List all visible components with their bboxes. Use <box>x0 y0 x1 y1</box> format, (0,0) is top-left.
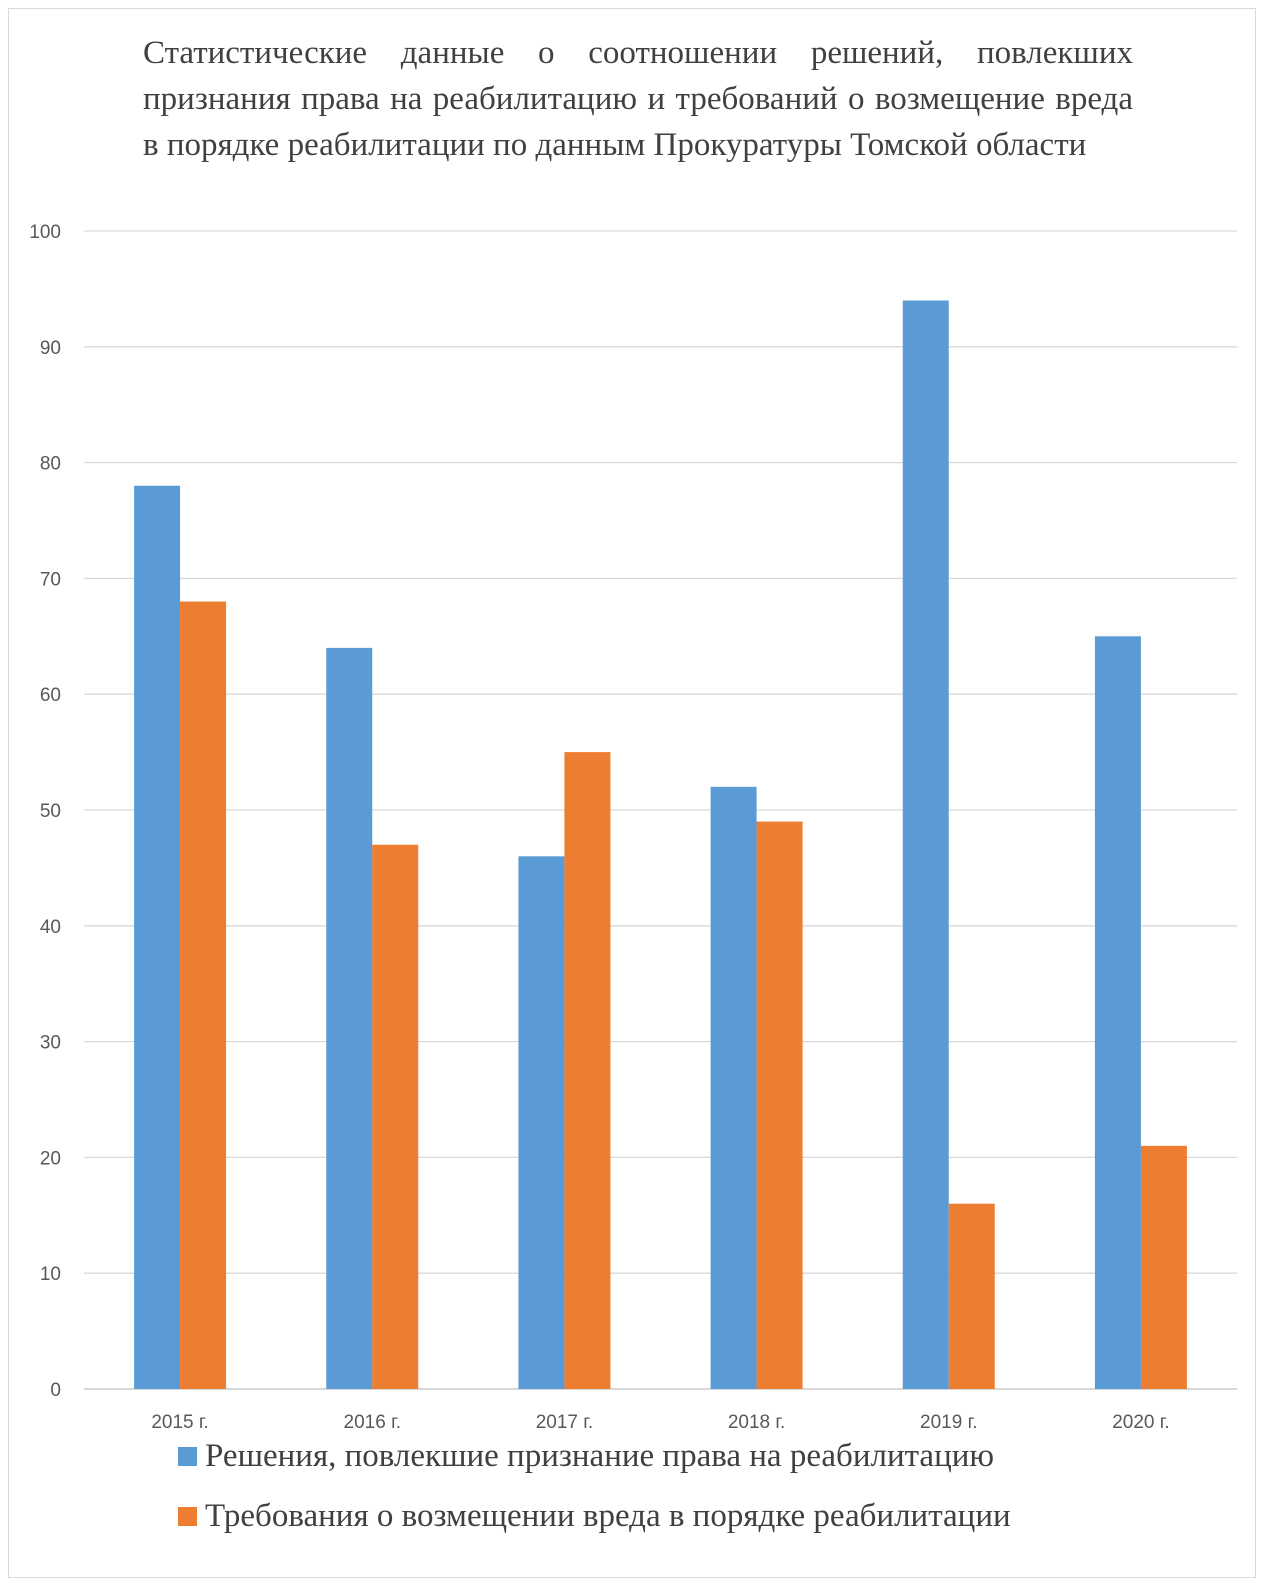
bar-2018г-series-1 <box>710 786 757 1389</box>
x-tick-label: 2016 г. <box>344 1412 401 1433</box>
gridlines <box>84 230 1237 1390</box>
chart-title: Статистические данные о соотношении реше… <box>143 35 1133 163</box>
bar-2017г-series-1 <box>518 856 565 1389</box>
legend-swatch-orange <box>178 1506 197 1526</box>
x-axis-ticks: 2015 г. 2016 г. 2017 г. 2018 г. 2019 г. 2020 … <box>151 1412 1169 1433</box>
legend-item-series-2: Требования о возмещении вреда в порядке … <box>178 1490 1011 1542</box>
bar-2020г-series-1 <box>1094 636 1141 1389</box>
y-tick-label: 40 <box>40 917 61 938</box>
bar-2015г-series-2 <box>180 601 227 1389</box>
x-tick-label: 2018 г. <box>728 1412 785 1433</box>
legend-label-series-1: Решения, повлекшие признание права на ре… <box>205 1437 995 1474</box>
y-tick-label: 0 <box>50 1380 61 1401</box>
y-tick-label: 90 <box>40 338 61 359</box>
x-tick-label: 2017 г. <box>536 1412 593 1433</box>
y-tick-label: 20 <box>40 1148 61 1169</box>
bar-2020г-series-2 <box>1140 1145 1187 1389</box>
y-tick-label: 60 <box>40 685 61 706</box>
x-tick-label: 2019 г. <box>920 1412 977 1433</box>
legend-item-series-1: Решения, повлекшие признание права на ре… <box>178 1430 1011 1482</box>
y-tick-label: 30 <box>40 1033 61 1054</box>
y-tick-label: 50 <box>40 801 61 822</box>
bar-2016г-series-1 <box>326 647 373 1389</box>
bar-2019г-series-2 <box>948 1203 995 1389</box>
y-tick-label: 70 <box>40 569 61 590</box>
x-tick-label: 2015 г. <box>151 1412 208 1433</box>
bar-2019г-series-1 <box>902 300 949 1390</box>
y-tick-label: 80 <box>40 454 61 475</box>
bar-2015г-series-1 <box>134 485 181 1389</box>
y-axis-ticks: 0 10 20 30 40 50 60 70 80 90 100 <box>29 222 61 1401</box>
bars <box>134 300 1187 1390</box>
legend-label-series-2: Требования о возмещении вреда в порядке … <box>205 1497 1011 1534</box>
bar-2016г-series-2 <box>372 844 419 1389</box>
bar-2018г-series-2 <box>756 821 803 1389</box>
x-tick-label: 2020 г. <box>1112 1412 1169 1433</box>
y-tick-label: 10 <box>40 1264 61 1285</box>
y-tick-label: 100 <box>29 222 61 243</box>
legend-swatch-blue <box>178 1446 197 1466</box>
legend: Решения, повлекшие признание права на ре… <box>178 1430 1011 1550</box>
bar-2017г-series-2 <box>564 752 611 1389</box>
